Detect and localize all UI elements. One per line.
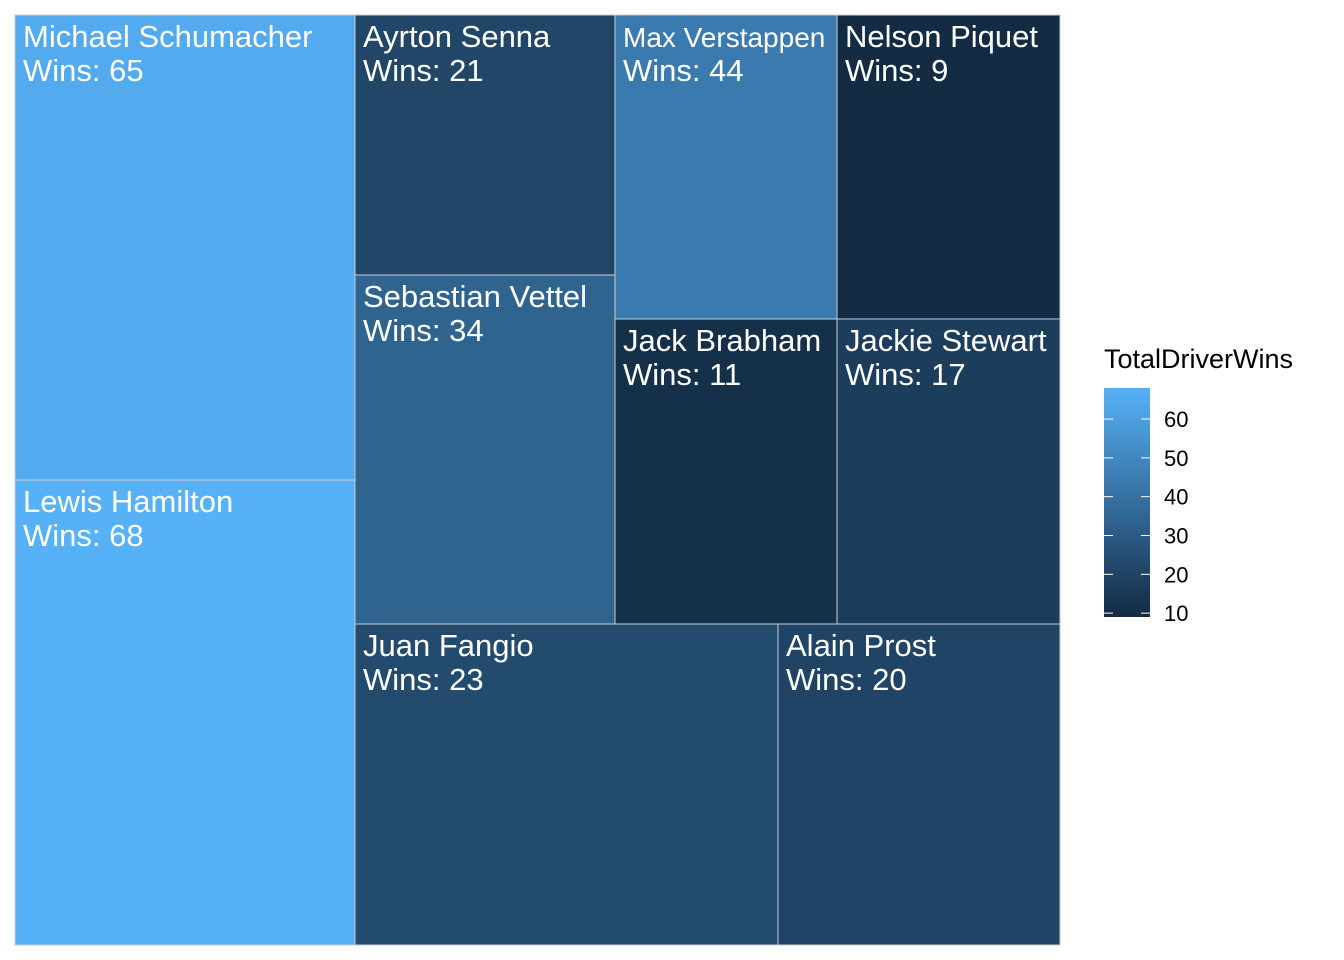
tile-rect: [614, 318, 838, 625]
tile-value-label: Wins: 65: [23, 53, 144, 88]
legend-ticks: 60 50 40 30 20 10: [1104, 407, 1188, 626]
legend-tick-label: 30: [1164, 523, 1188, 548]
tile-value-label: Wins: 11: [623, 357, 741, 392]
tile-rect: [777, 623, 1061, 946]
tile-rect: [614, 14, 838, 320]
tile-rect: [14, 479, 356, 946]
tile-value-label: Wins: 68: [23, 518, 144, 553]
tile-name-label: Nelson Piquet: [845, 19, 1038, 54]
tile-value-label: Wins: 17: [845, 357, 966, 392]
tile-rect: [14, 14, 356, 481]
tile-value-label: Wins: 20: [786, 662, 907, 697]
tile-name-label: Alain Prost: [786, 628, 936, 663]
tile-value-label: Wins: 23: [363, 662, 484, 697]
legend-tick-label: 20: [1164, 562, 1188, 587]
tile-name-label: Jack Brabham: [623, 323, 821, 358]
tile-name-label: Ayrton Senna: [363, 19, 551, 54]
tile-name-label: Max Verstappen: [623, 22, 825, 53]
legend-title: TotalDriverWins: [1104, 344, 1293, 374]
legend-colorbar: [1104, 388, 1150, 617]
legend-tick-label: 60: [1164, 407, 1188, 432]
color-legend: TotalDriverWins 60 50 40 30 20 10: [1104, 344, 1293, 626]
legend-tick-label: 50: [1164, 446, 1188, 471]
tile-rect: [354, 14, 616, 276]
tile-rect: [354, 623, 779, 946]
tile-name-label: Jackie Stewart: [845, 323, 1047, 358]
tile-value-label: Wins: 34: [363, 313, 484, 348]
tile-name-label: Juan Fangio: [363, 628, 534, 663]
legend-tick-label: 10: [1164, 601, 1188, 626]
tile-rect: [836, 14, 1061, 320]
tile-name-label: Sebastian Vettel: [363, 279, 587, 314]
tile-name-label: Lewis Hamilton: [23, 484, 233, 519]
tile-name-label: Michael Schumacher: [23, 19, 312, 54]
tile-rect: [354, 274, 616, 625]
tile-value-label: Wins: 9: [845, 53, 948, 88]
tile-value-label: Wins: 21: [363, 53, 484, 88]
tile-rect: [836, 318, 1061, 625]
legend-tick-label: 40: [1164, 485, 1188, 510]
tile-value-label: Wins: 44: [623, 53, 744, 88]
